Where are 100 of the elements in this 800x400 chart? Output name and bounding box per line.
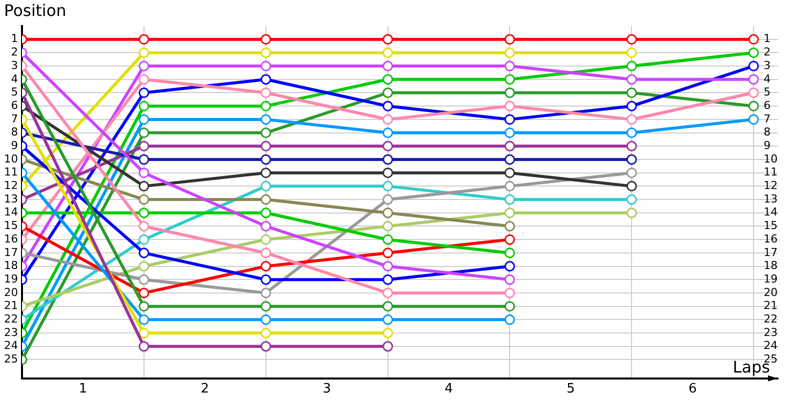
point	[138, 168, 150, 178]
point	[504, 60, 515, 72]
y2-tick-label: 24	[764, 339, 778, 352]
point	[260, 301, 272, 312]
point	[138, 87, 150, 98]
y-tick-label: 24	[4, 339, 18, 352]
point	[138, 208, 150, 218]
point	[504, 220, 515, 232]
y-tick-label: 12	[4, 179, 18, 192]
point	[260, 180, 272, 192]
point	[138, 341, 150, 352]
point	[382, 288, 394, 298]
point	[504, 274, 515, 285]
point	[382, 314, 394, 325]
y2-tick-label: 20	[764, 286, 778, 299]
y-tick-label: 13	[4, 192, 18, 206]
point	[504, 114, 515, 125]
point	[626, 60, 637, 72]
point	[504, 140, 515, 152]
y-tick-label: 20	[4, 286, 18, 299]
point	[382, 128, 394, 138]
point	[138, 248, 150, 258]
point	[138, 100, 150, 112]
y-tick-label: 6	[10, 98, 18, 112]
point	[138, 288, 150, 298]
point	[138, 328, 150, 338]
point	[260, 87, 272, 98]
point	[138, 154, 150, 165]
y2-tick-label: 15	[764, 219, 778, 232]
point	[260, 74, 272, 85]
point	[382, 168, 394, 178]
point	[260, 114, 272, 125]
point	[382, 194, 394, 205]
point	[138, 114, 150, 125]
y2-tick-label: 8	[764, 126, 771, 139]
point	[504, 314, 515, 325]
point	[382, 301, 394, 312]
x-tick-label: 6	[688, 382, 697, 397]
point	[382, 180, 394, 192]
point	[260, 128, 272, 138]
point	[748, 100, 759, 112]
point	[748, 60, 759, 72]
point	[382, 341, 394, 352]
point	[382, 74, 394, 85]
y2-tick-label: 22	[764, 312, 778, 326]
point	[626, 208, 637, 218]
y2-tick-label: 17	[764, 246, 778, 259]
y2-tick-label: 21	[764, 299, 778, 312]
point	[626, 140, 637, 152]
point	[138, 194, 150, 205]
y2-tick-label: 14	[764, 206, 778, 219]
point	[504, 154, 515, 165]
y-tick-label: 18	[4, 259, 18, 272]
point	[382, 100, 394, 112]
point	[626, 194, 637, 205]
y-tick-label: 16	[4, 232, 18, 246]
x-tick-label: 1	[78, 382, 88, 397]
y2-tick-label: 7	[764, 112, 771, 126]
point	[504, 248, 515, 258]
point	[138, 261, 150, 272]
point	[260, 314, 272, 325]
x-tick-label: 3	[322, 382, 331, 397]
point	[504, 261, 515, 272]
point	[260, 328, 272, 338]
point	[504, 301, 515, 312]
y2-tick-label: 9	[764, 138, 771, 152]
point	[382, 261, 394, 272]
point	[504, 47, 515, 58]
point	[382, 328, 394, 338]
y-tick-label: 1	[10, 32, 18, 46]
y2-tick-label: 11	[764, 166, 778, 179]
point	[260, 154, 272, 165]
point	[382, 234, 394, 245]
point	[504, 128, 515, 138]
y-tick-label: 9	[10, 138, 18, 152]
x-tick-label: 4	[444, 382, 453, 397]
point	[138, 34, 150, 45]
point	[260, 341, 272, 352]
point	[138, 314, 150, 325]
point	[504, 234, 515, 245]
point	[382, 274, 394, 285]
point	[504, 180, 515, 192]
y-tick-label: 19	[4, 272, 18, 286]
point	[382, 140, 394, 152]
point	[626, 34, 637, 45]
y-tick-label: 22	[4, 312, 18, 326]
point	[748, 87, 759, 98]
y-tick-label: 7	[10, 112, 18, 126]
y-tick-label: 11	[4, 166, 18, 179]
y-tick-label: 10	[4, 152, 18, 166]
point	[382, 208, 394, 218]
y-tick-label: 14	[4, 206, 18, 219]
y-axis-title: Position	[4, 1, 66, 20]
point	[260, 274, 272, 285]
y2-tick-label: 13	[764, 192, 778, 206]
y2-tick-label: 12	[764, 179, 778, 192]
point	[382, 87, 394, 98]
point	[504, 168, 515, 178]
y2-tick-label: 19	[764, 272, 778, 286]
y2-tick-label: 1	[764, 32, 771, 46]
